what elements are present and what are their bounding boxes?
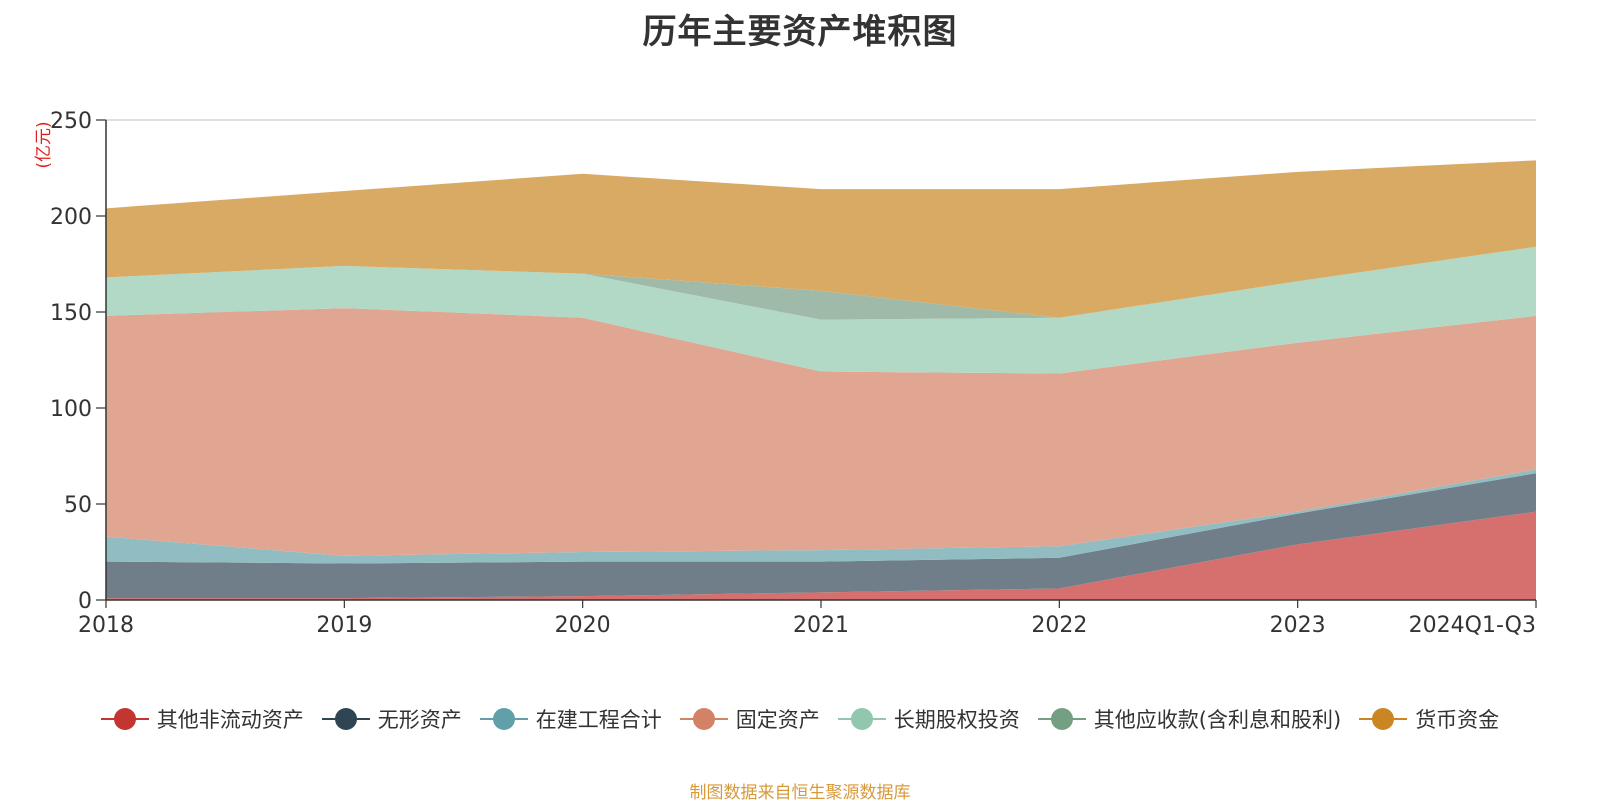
y-tick-label: 50 [64,493,92,518]
x-tick-label: 2019 [316,613,372,638]
legend-marker-icon [837,707,886,731]
legend-marker-icon [479,707,528,731]
y-tick-label: 150 [50,301,92,326]
area-series-1[interactable] [106,473,1536,599]
legend-label: 其他应收款(含利息和股利) [1093,708,1342,732]
legend-item-1[interactable]: 无形资产 [321,704,462,734]
x-tick-label: 2018 [78,613,134,638]
legend-item-5[interactable]: 其他应收款(含利息和股利) [1037,704,1342,734]
area-series-2[interactable] [106,469,1536,564]
x-tick-label: 2020 [555,613,611,638]
y-tick-label: 250 [50,109,92,134]
legend-marker-icon [1037,707,1086,731]
legend-item-3[interactable]: 固定资产 [679,704,820,734]
area-series-6[interactable] [106,160,1536,318]
x-tick-label: 2022 [1031,613,1087,638]
legend-item-4[interactable]: 长期股权投资 [837,704,1020,734]
legend: 其他非流动资产 无形资产 在建工程合计 固定资产 长期股权投资 其他应收款(含利息和股利)… [0,704,1600,734]
legend-label: 其他非流动资产 [156,708,304,732]
chart-title: 历年主要资产堆积图 [642,12,958,52]
legend-marker-icon [679,707,728,731]
legend-marker-icon [100,707,149,731]
area-series-4[interactable] [106,246,1536,374]
x-tick-label: 2021 [793,613,849,638]
legend-marker-icon [1359,707,1408,731]
legend-label: 货币资金 [1415,708,1500,732]
x-tick-label: 2023 [1270,613,1326,638]
axis-layer: 0 50 100 150 200 250 2018 2019 2020 2021 2022 2023 2… [50,109,1537,638]
legend-item-6[interactable]: 货币资金 [1359,704,1499,734]
legend-item-0[interactable]: 其他非流动资产 [100,704,304,734]
legend-marker-icon [321,707,370,731]
x-tick-label: 2024Q1-Q3 [1409,613,1536,638]
area-series-3[interactable] [106,308,1536,556]
legend-label: 长期股权投资 [893,708,1020,732]
area-series-0[interactable] [106,511,1536,600]
y-tick-label: 0 [78,589,92,614]
legend-label: 固定资产 [735,708,820,732]
legend-label: 无形资产 [377,708,462,732]
area-layer [106,160,1536,600]
legend-item-2[interactable]: 在建工程合计 [479,704,662,734]
legend-label: 在建工程合计 [535,708,662,732]
y-tick-label: 100 [50,397,92,422]
source-note: 制图数据来自恒生聚源数据库 [689,783,911,803]
y-axis-unit-label: (亿元) [34,121,54,168]
y-tick-label: 200 [50,205,92,230]
area-series-5[interactable] [106,246,1536,320]
